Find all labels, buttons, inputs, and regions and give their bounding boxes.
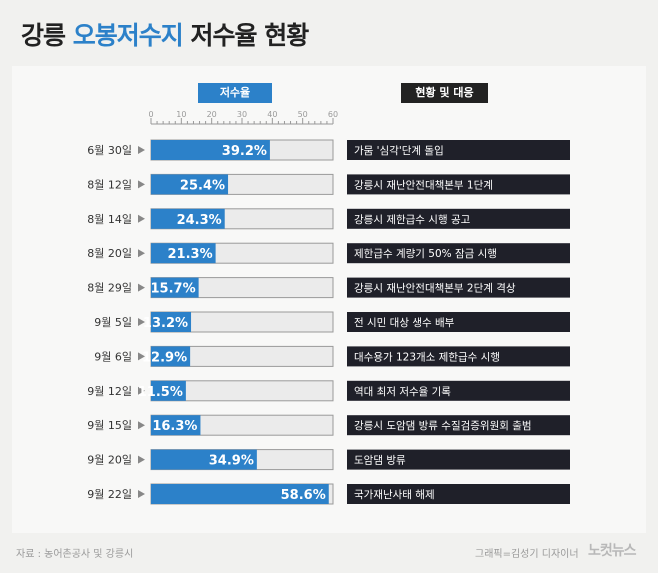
response-box bbox=[347, 208, 570, 229]
bar-value-label: 34.9% bbox=[209, 454, 254, 469]
row-pointer-icon bbox=[138, 455, 145, 464]
response-box bbox=[347, 243, 570, 264]
bar bbox=[151, 243, 216, 264]
row-pointer-icon bbox=[138, 146, 145, 154]
response-text: 전 시민 대상 생수 배부 bbox=[354, 317, 455, 329]
bar bbox=[151, 346, 191, 367]
row-pointer-icon bbox=[138, 283, 145, 292]
bar bbox=[151, 312, 192, 332]
x-tick-label: 10 bbox=[176, 110, 186, 119]
bar bbox=[151, 140, 270, 160]
bar bbox=[151, 380, 186, 401]
title-part-4: 현황 bbox=[264, 21, 309, 50]
row-pointer-icon bbox=[138, 490, 145, 498]
response-text: 국가재난사태 해제 bbox=[354, 488, 435, 501]
x-tick-label: 30 bbox=[237, 110, 247, 119]
row-pointer-icon bbox=[138, 180, 145, 189]
category-label: 6월 30일 bbox=[87, 143, 132, 157]
response-box bbox=[347, 449, 570, 470]
category-label: 9월 12일 bbox=[87, 384, 132, 398]
source-note: 자료 : 농어촌공사 및 강릉시 bbox=[16, 549, 134, 560]
category-label: 8월 20일 bbox=[87, 246, 132, 260]
x-tick-label: 0 bbox=[148, 110, 153, 119]
x-tick-label: 50 bbox=[298, 110, 308, 119]
category-label: 8월 14일 bbox=[87, 212, 132, 226]
title-part-3: 저수율 bbox=[190, 21, 257, 50]
category-label: 8월 12일 bbox=[87, 177, 132, 191]
bar bbox=[151, 449, 257, 470]
response-box bbox=[347, 380, 570, 401]
row-pointer-icon bbox=[138, 249, 145, 258]
bar-value-label: 15.7% bbox=[151, 282, 196, 297]
row-pointer-icon bbox=[138, 214, 145, 223]
response-text: 도암댐 방류 bbox=[354, 455, 406, 467]
bar bbox=[151, 174, 229, 195]
category-label: 8월 29일 bbox=[87, 281, 132, 295]
category-label: 9월 5일 bbox=[94, 315, 132, 329]
bar bbox=[151, 277, 199, 298]
category-label: 9월 15일 bbox=[87, 418, 132, 432]
response-box bbox=[347, 484, 570, 504]
brand-logo: 노컷뉴스 bbox=[588, 543, 637, 559]
row-pointer-icon bbox=[138, 421, 145, 430]
response-text: 제한급수 계량기 50% 잠금 시행 bbox=[354, 248, 497, 260]
x-tick-label: 40 bbox=[267, 110, 277, 119]
title-part-2: 오봉저수지 bbox=[72, 21, 184, 50]
bar-value-label: 16.3% bbox=[152, 419, 197, 434]
response-text: 가뭄 '심각'단계 돌입 bbox=[354, 144, 444, 157]
response-box bbox=[347, 312, 570, 332]
row-pointer-icon bbox=[138, 352, 145, 361]
bar-value-label: 13.2% bbox=[143, 316, 188, 331]
rate-column-header: 저수율 bbox=[198, 83, 272, 103]
response-text: 강릉시 제한급수 시행 공고 bbox=[354, 214, 471, 226]
title-part-1: 강릉 bbox=[21, 21, 66, 50]
response-box bbox=[347, 346, 570, 367]
response-text: 강릉시 재난안전대책본부 1단계 bbox=[354, 179, 493, 191]
bar bbox=[151, 484, 329, 504]
row-pointer-icon bbox=[138, 386, 145, 395]
graphic-credit: 그래픽=김성기 디자이너 bbox=[475, 549, 579, 560]
bar-value-label: 39.2% bbox=[222, 144, 267, 159]
page-title: 강릉 오봉저수지 저수율 현황 bbox=[21, 16, 309, 52]
category-label: 9월 20일 bbox=[87, 453, 132, 467]
response-box bbox=[347, 415, 570, 436]
response-text: 역대 최저 저수율 기록 bbox=[354, 386, 451, 398]
x-tick-label: 60 bbox=[328, 110, 338, 119]
bar bbox=[151, 208, 225, 229]
response-box bbox=[347, 174, 570, 195]
response-text: 대수용가 123개소 제한급수 시행 bbox=[354, 351, 500, 363]
bar bbox=[151, 415, 201, 436]
category-label: 9월 22일 bbox=[87, 487, 132, 501]
response-text: 강릉시 재난안전대책본부 2단계 격상 bbox=[354, 282, 516, 295]
row-pointer-icon bbox=[138, 318, 145, 326]
response-column-header: 현황 및 대응 bbox=[401, 83, 488, 103]
response-box bbox=[347, 277, 570, 298]
response-text: 강릉시 도암댐 방류 수질검증위원회 출범 bbox=[354, 419, 532, 432]
response-box bbox=[347, 140, 570, 160]
bar-value-label: 21.3% bbox=[168, 247, 213, 262]
category-label: 9월 6일 bbox=[94, 349, 132, 363]
bar-value-label: 24.3% bbox=[177, 213, 222, 228]
bar-value-label: 11.5% bbox=[138, 385, 183, 400]
bar-value-label: 12.9% bbox=[142, 350, 187, 365]
bar-value-label: 25.4% bbox=[180, 178, 225, 193]
x-tick-label: 20 bbox=[207, 110, 217, 119]
bar-value-label: 58.6% bbox=[281, 488, 326, 503]
